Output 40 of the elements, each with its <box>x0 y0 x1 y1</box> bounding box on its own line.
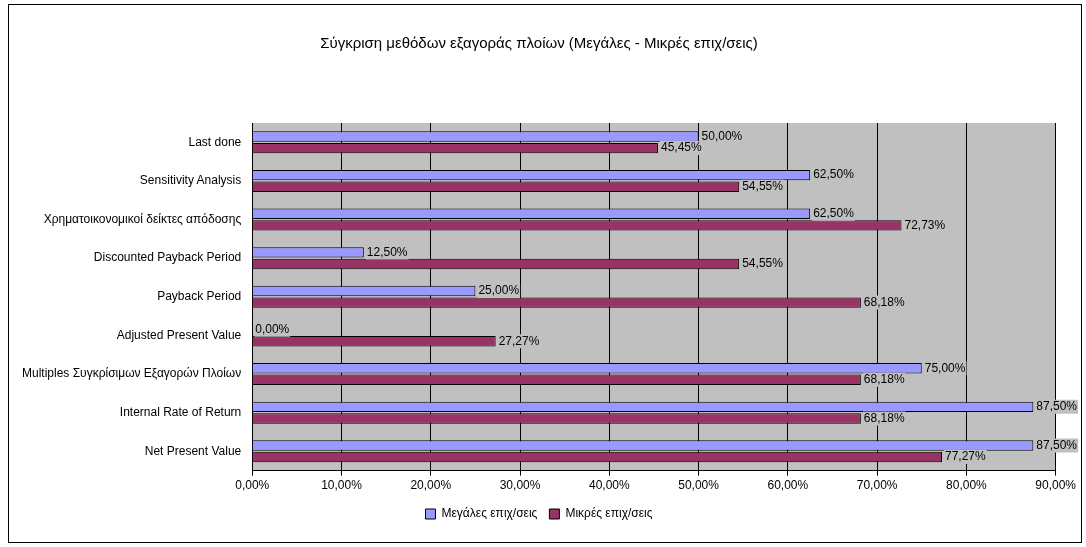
data-label: 54,55% <box>742 256 784 271</box>
y-tick-label: Χρηματοικονομικοί δείκτες απόδοσης <box>43 211 242 226</box>
data-label: 12,50% <box>366 244 408 259</box>
x-tick-label: 70,00% <box>856 478 898 493</box>
data-label: 27,27% <box>498 333 540 348</box>
x-tick-label: 0,00% <box>235 478 270 493</box>
data-label: 50,00% <box>701 128 743 143</box>
y-tick-label: Net Present Value <box>144 443 242 458</box>
data-label: 45,45% <box>660 140 702 155</box>
chart-title: Σύγκριση μεθόδων εξαγοράς πλοίων (Μεγάλες - Μικρές επιχ/σεις) <box>320 34 758 52</box>
data-label: 54,55% <box>742 179 784 194</box>
data-label: 62,50% <box>813 206 855 221</box>
x-tick-label: 50,00% <box>678 478 720 493</box>
x-tick-label: 10,00% <box>321 478 363 493</box>
legend-label: Μεγάλες επιχ/σεις <box>441 506 538 521</box>
x-tick-label: 60,00% <box>767 478 809 493</box>
data-label: 68,18% <box>863 294 905 309</box>
legend-label: Μικρές επιχ/σεις <box>565 506 653 521</box>
x-tick-label: 40,00% <box>588 478 630 493</box>
y-tick-label: Last done <box>188 134 242 149</box>
data-label: 75,00% <box>924 360 966 375</box>
data-label: 25,00% <box>478 283 520 298</box>
x-tick-label: 90,00% <box>1035 478 1077 493</box>
y-tick-label: Adjusted Present Value <box>116 327 242 342</box>
y-tick-label: Internal Rate of Return <box>119 404 242 419</box>
y-tick-label: Multiples Συγκρίσιμων Εξαγορών Πλοίων <box>22 366 242 381</box>
y-tick-label: Sensitivity Analysis <box>139 173 242 188</box>
x-tick-label: 30,00% <box>499 478 541 493</box>
data-label: 68,18% <box>863 372 905 387</box>
data-label: 87,50% <box>1036 437 1078 452</box>
x-tick-label: 80,00% <box>946 478 988 493</box>
y-tick-label: Payback Period <box>157 289 242 304</box>
data-label: 72,73% <box>904 217 946 232</box>
x-tick-label: 20,00% <box>410 478 452 493</box>
data-label: 68,18% <box>863 410 905 425</box>
data-label: 62,50% <box>813 167 855 182</box>
y-tick-label: Discounted Payback Period <box>93 250 242 265</box>
data-label: 77,27% <box>945 449 987 464</box>
data-label: 87,50% <box>1036 399 1078 414</box>
data-label: 0,00% <box>255 321 290 336</box>
